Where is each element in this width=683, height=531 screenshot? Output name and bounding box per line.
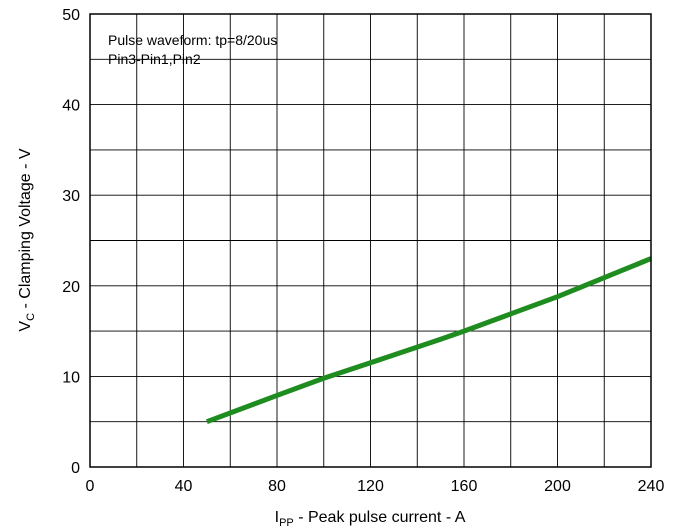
grid [90,14,651,467]
y-tick-label: 40 [62,98,80,115]
x-tick-label: 160 [451,478,478,495]
x-tick-labels: 0 40 80 120 160 200 240 [86,478,665,495]
y-tick-labels: 0 10 20 30 40 50 [62,7,80,477]
y-tick-label: 0 [71,460,80,477]
x-tick-label: 200 [544,478,571,495]
x-tick-label: 240 [638,478,665,495]
plot-frame [89,13,652,468]
x-axis-title: IPP - Peak pulse current - A [275,509,466,529]
x-axis-title-main: I [275,509,279,526]
annotation-waveform: Pulse waveform: tp=8/20us [108,32,277,48]
x-tick-label: 120 [357,478,384,495]
x-axis-title-sub: PP [279,517,294,529]
x-tick-label: 40 [175,478,193,495]
y-tick-label: 10 [62,369,80,386]
x-tick-label: 80 [268,478,286,495]
y-tick-label: 20 [62,279,80,296]
y-tick-label: 50 [62,7,80,24]
series-layer [205,256,652,425]
y-tick-label: 30 [62,188,80,205]
series-line [205,256,652,425]
y-axis-title-rest: - Clamping Voltage - V [17,148,34,313]
y-axis-title-main: V [17,321,34,332]
x-tick-label: 0 [86,478,95,495]
y-axis-title: VC - Clamping Voltage - V [17,148,37,331]
y-axis-title-sub: C [25,313,37,321]
annotation-pins: Pin3-Pin1,Pin2 [108,51,201,67]
x-axis-title-rest: - Peak pulse current - A [294,509,466,526]
